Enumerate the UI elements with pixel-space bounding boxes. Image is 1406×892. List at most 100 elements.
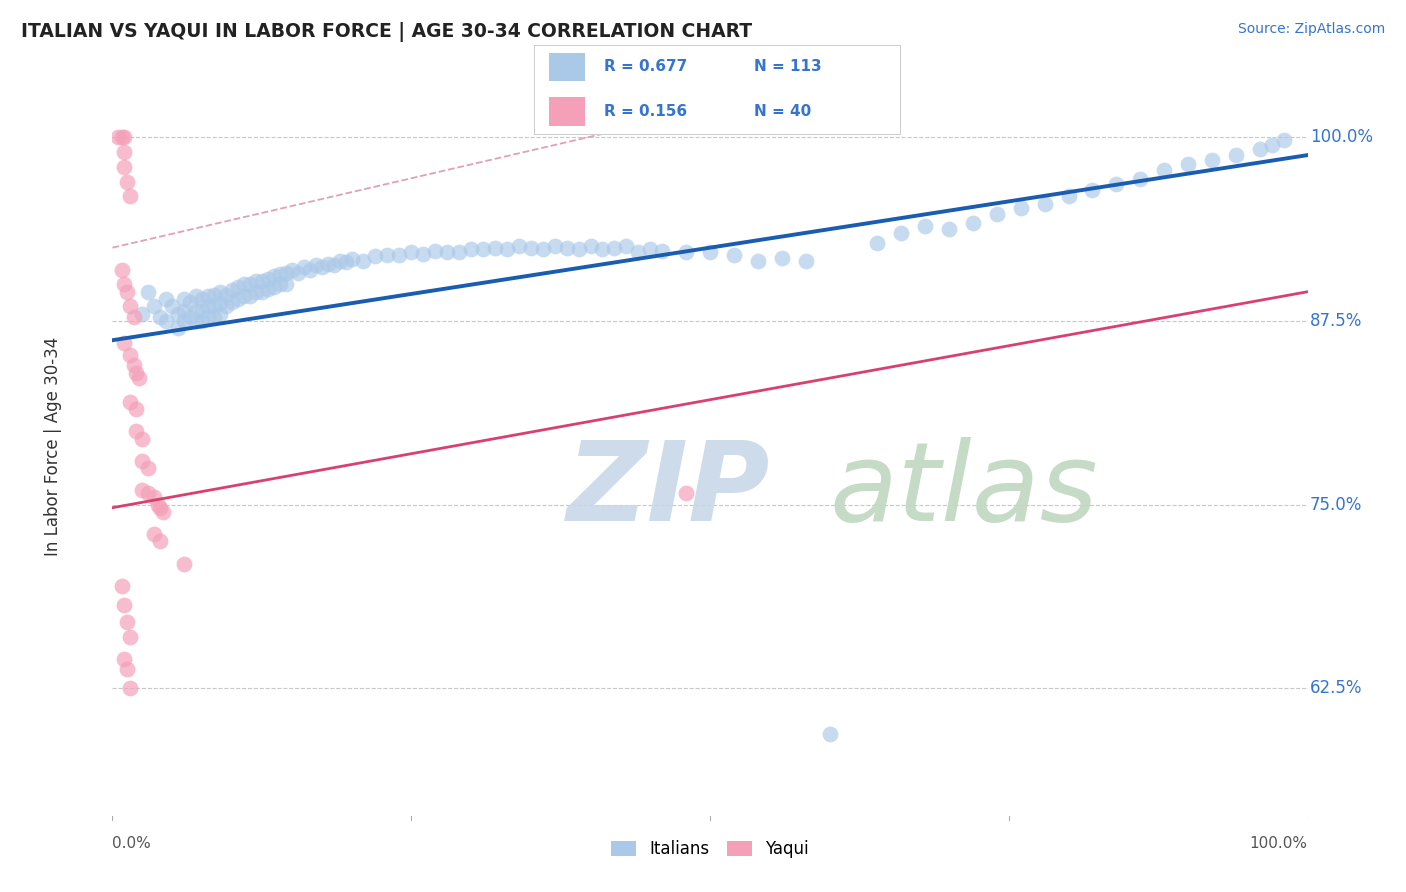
Text: ITALIAN VS YAQUI IN LABOR FORCE | AGE 30-34 CORRELATION CHART: ITALIAN VS YAQUI IN LABOR FORCE | AGE 30… bbox=[21, 22, 752, 42]
Point bbox=[173, 303, 195, 318]
Point bbox=[114, 160, 135, 174]
Text: 0.0%: 0.0% bbox=[112, 836, 152, 851]
Point bbox=[257, 271, 280, 285]
Point bbox=[186, 303, 208, 318]
Point bbox=[149, 310, 172, 324]
Point bbox=[120, 681, 142, 696]
Point bbox=[508, 239, 530, 253]
Point bbox=[120, 189, 142, 203]
Point bbox=[131, 453, 153, 467]
Point bbox=[179, 310, 201, 324]
Point bbox=[226, 292, 249, 306]
Point bbox=[263, 268, 285, 283]
Point bbox=[138, 461, 160, 475]
Point bbox=[115, 662, 138, 676]
Point bbox=[191, 303, 214, 318]
Point bbox=[640, 242, 662, 256]
Point bbox=[1057, 189, 1080, 203]
Text: In Labor Force | Age 30-34: In Labor Force | Age 30-34 bbox=[44, 336, 62, 556]
Point bbox=[197, 289, 219, 303]
Point bbox=[239, 289, 262, 303]
Point bbox=[890, 226, 912, 240]
Text: atlas: atlas bbox=[830, 437, 1098, 544]
Point bbox=[128, 371, 150, 385]
Point bbox=[120, 348, 142, 362]
Point bbox=[114, 145, 135, 160]
Point bbox=[120, 300, 142, 314]
Point bbox=[250, 275, 273, 289]
Point bbox=[747, 253, 769, 268]
Point bbox=[627, 245, 650, 260]
Text: 100.0%: 100.0% bbox=[1250, 836, 1308, 851]
Point bbox=[1081, 183, 1104, 197]
Point bbox=[155, 292, 177, 306]
Point bbox=[723, 248, 745, 262]
Point bbox=[245, 275, 267, 289]
Point bbox=[115, 615, 138, 630]
Point bbox=[675, 245, 697, 260]
Point bbox=[496, 242, 519, 256]
Point bbox=[186, 289, 208, 303]
Point bbox=[592, 242, 614, 256]
Point bbox=[412, 246, 434, 260]
Point bbox=[209, 285, 232, 299]
Point bbox=[1153, 162, 1175, 177]
Point bbox=[269, 277, 291, 292]
Point bbox=[146, 498, 169, 512]
Point bbox=[651, 244, 673, 258]
Point bbox=[311, 260, 333, 274]
Point bbox=[125, 402, 148, 417]
Point bbox=[149, 500, 172, 515]
Point bbox=[472, 242, 495, 256]
Text: 75.0%: 75.0% bbox=[1310, 496, 1362, 514]
Text: Source: ZipAtlas.com: Source: ZipAtlas.com bbox=[1237, 22, 1385, 37]
Point bbox=[107, 130, 129, 145]
Point bbox=[245, 285, 267, 299]
Point bbox=[460, 242, 482, 256]
Point bbox=[233, 277, 256, 292]
Point bbox=[120, 630, 142, 644]
Point bbox=[149, 534, 172, 549]
Point bbox=[1010, 201, 1032, 215]
Point bbox=[1105, 178, 1128, 192]
Point bbox=[114, 598, 135, 612]
Point bbox=[298, 262, 321, 277]
Point bbox=[202, 300, 225, 314]
Point bbox=[221, 283, 243, 297]
Point bbox=[1177, 157, 1199, 171]
Point bbox=[202, 310, 225, 324]
Point bbox=[114, 277, 135, 292]
Point bbox=[115, 285, 138, 299]
Point bbox=[197, 300, 219, 314]
Point bbox=[131, 307, 153, 321]
Point bbox=[866, 236, 889, 251]
Point bbox=[114, 130, 135, 145]
Point bbox=[986, 207, 1008, 221]
Point bbox=[143, 527, 166, 541]
Point bbox=[131, 483, 153, 497]
Point bbox=[305, 258, 328, 272]
Point bbox=[138, 285, 160, 299]
Point bbox=[531, 242, 554, 256]
Point bbox=[616, 239, 638, 253]
Point bbox=[316, 257, 339, 271]
Point bbox=[122, 310, 145, 324]
Point bbox=[484, 241, 506, 255]
Point bbox=[340, 252, 363, 267]
Point bbox=[215, 287, 238, 301]
Point bbox=[167, 321, 190, 335]
Point bbox=[1261, 137, 1284, 152]
Text: 100.0%: 100.0% bbox=[1310, 128, 1374, 146]
Point bbox=[914, 219, 936, 233]
Point bbox=[388, 248, 411, 262]
Point bbox=[352, 253, 374, 268]
Point bbox=[162, 300, 183, 314]
FancyBboxPatch shape bbox=[548, 97, 585, 126]
Point bbox=[114, 336, 135, 351]
Point bbox=[250, 285, 273, 299]
Point bbox=[675, 486, 697, 500]
Point bbox=[186, 314, 208, 328]
Text: R = 0.677: R = 0.677 bbox=[603, 60, 688, 74]
Point bbox=[131, 432, 153, 446]
Point bbox=[143, 300, 166, 314]
